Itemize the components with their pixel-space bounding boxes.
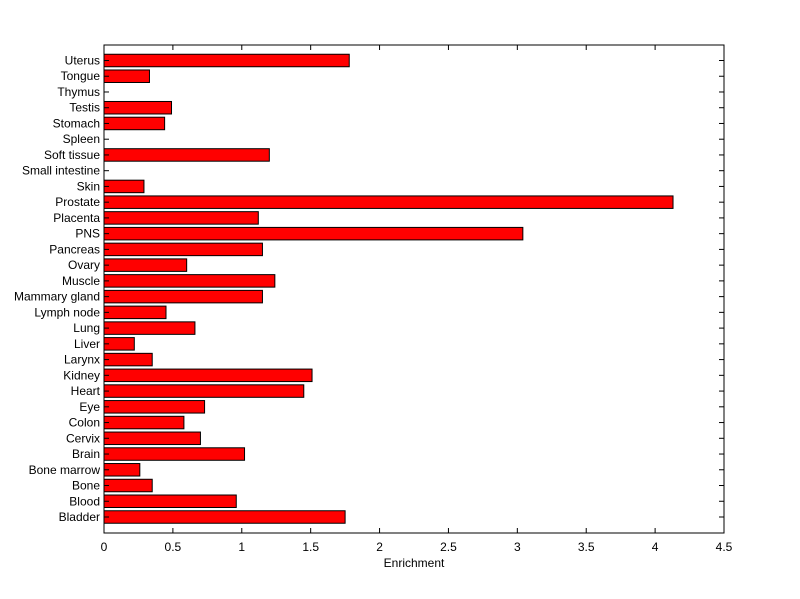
bar-larynx xyxy=(103,352,153,367)
bars-layer xyxy=(103,53,674,524)
x-tick-label: 4 xyxy=(652,540,659,554)
bar-pns xyxy=(103,226,524,241)
x-tick-label: 0.5 xyxy=(165,540,182,554)
bar-soft-tissue xyxy=(103,148,270,162)
bar-heart xyxy=(103,384,305,398)
y-tick-label: Colon xyxy=(69,416,100,430)
y-tick-label: Soft tissue xyxy=(44,148,100,162)
x-tick-label: 1 xyxy=(238,540,245,554)
bar-lymph-node xyxy=(103,305,167,320)
y-tick-label: Thymus xyxy=(57,85,100,99)
bar-eye xyxy=(103,400,206,414)
x-tick-label: 3.5 xyxy=(578,540,595,554)
y-tick-label: Ovary xyxy=(68,258,100,272)
y-tick-label: Heart xyxy=(71,384,101,398)
y-tick-label: Tongue xyxy=(61,69,101,83)
y-tick-label: Stomach xyxy=(53,116,100,130)
y-tick-label: PNS xyxy=(75,227,100,241)
x-axis-title: Enrichment xyxy=(384,556,445,570)
bar-skin xyxy=(103,179,145,194)
y-tick-label: Muscle xyxy=(62,274,100,288)
bar-tongue xyxy=(103,69,150,83)
bar-prostate xyxy=(103,195,674,209)
y-tick-label: Small intestine xyxy=(22,164,100,178)
y-tick-label: Eye xyxy=(79,400,100,414)
y-tick-label: Lymph node xyxy=(34,305,100,319)
y-tick-label: Cervix xyxy=(66,431,100,445)
y-tick-label: Brain xyxy=(72,447,100,461)
y-tick-label: Skin xyxy=(77,179,100,193)
bar-bone xyxy=(103,478,153,493)
y-tick-label: Mammary gland xyxy=(14,290,100,304)
bar-placenta xyxy=(103,211,259,225)
bar-blood xyxy=(103,494,237,509)
x-tick-label: 0 xyxy=(101,540,108,554)
bar-bone-marrow xyxy=(103,463,141,477)
bar-brain xyxy=(103,447,246,461)
y-tick-label: Testis xyxy=(69,101,100,115)
y-tick-label: Placenta xyxy=(53,211,100,225)
bar-testis xyxy=(103,100,173,115)
x-tick-label: 1.5 xyxy=(302,540,319,554)
bar-kidney xyxy=(103,368,313,383)
bar-colon xyxy=(103,415,185,430)
y-tick-label: Pancreas xyxy=(49,242,100,256)
y-tick-label: Blood xyxy=(69,494,100,508)
y-tick-label: Bone xyxy=(72,479,100,493)
bar-bladder xyxy=(103,510,346,524)
ticks-layer xyxy=(103,45,725,533)
bar-muscle xyxy=(103,274,276,288)
x-tick-label: 2.5 xyxy=(440,540,457,554)
bar-stomach xyxy=(103,116,166,131)
x-tick-label: 4.5 xyxy=(716,540,733,554)
bar-mammary-gland xyxy=(103,289,263,304)
y-tick-label: Prostate xyxy=(55,195,100,209)
y-tick-label: Bladder xyxy=(59,510,100,524)
x-tick-label: 2 xyxy=(376,540,383,554)
bar-lung xyxy=(103,321,196,335)
bar-ovary xyxy=(103,258,188,272)
x-tick-label: 3 xyxy=(514,540,521,554)
y-tick-label: Uterus xyxy=(65,54,100,68)
bar-uterus xyxy=(103,53,350,68)
bar-pancreas xyxy=(103,242,263,257)
y-tick-label: Liver xyxy=(74,337,100,351)
y-tick-label: Larynx xyxy=(64,353,100,367)
y-tick-label: Spleen xyxy=(63,132,100,146)
y-tick-label: Bone marrow xyxy=(29,463,101,477)
y-tick-label: Lung xyxy=(73,321,100,335)
bar-cervix xyxy=(103,431,201,446)
y-tick-label: Kidney xyxy=(63,368,100,382)
